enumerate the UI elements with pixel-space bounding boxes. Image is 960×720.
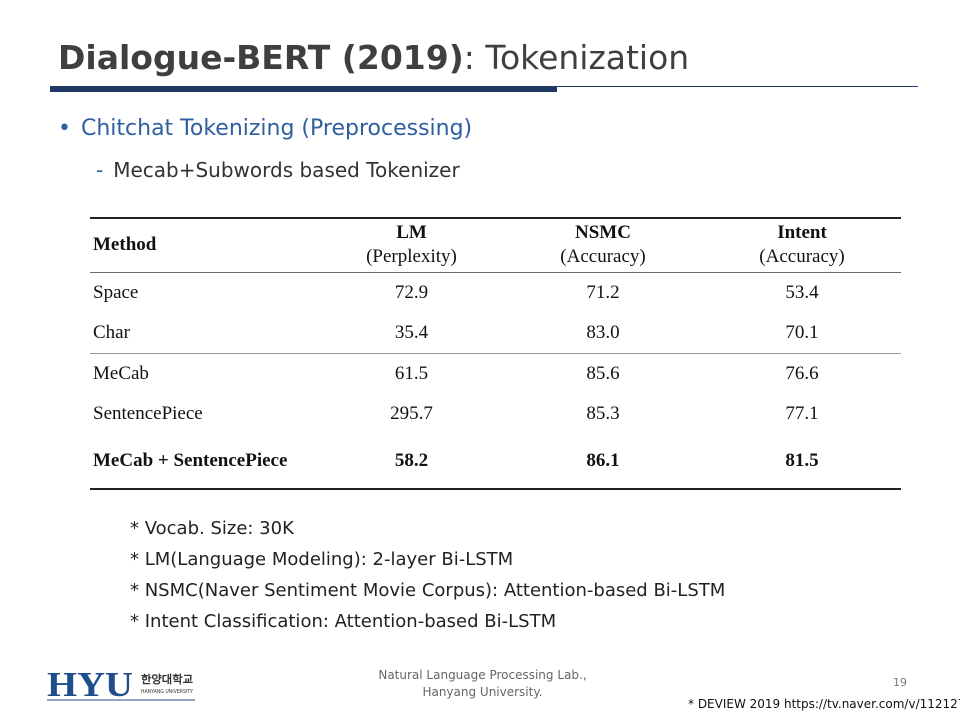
- cell-intent: 77.1: [785, 402, 819, 424]
- table-header-row: Method LM (Perplexity) NSMC (Accuracy) Int…: [90, 218, 901, 272]
- title-divider: [50, 86, 918, 87]
- table-row-best: MeCab + SentencePiece 58.2 86.1 81.5: [90, 434, 901, 489]
- footnotes: * Vocab. Size: 30K * LM(Language Modelin…: [130, 513, 725, 637]
- cell-intent: 81.5: [785, 449, 819, 471]
- cell-nsmc: 83.0: [586, 321, 620, 343]
- table-row: MeCab 61.5 85.6 76.6: [90, 352, 901, 394]
- table-row: Char 35.4 83.0 70.1: [90, 313, 901, 354]
- cell-intent: 53.4: [785, 281, 819, 303]
- header-lm: LM (Perplexity): [366, 222, 457, 268]
- cell-method: SentencePiece: [93, 402, 203, 424]
- hyu-logo: HYU 한양대학교 HANYANG UNIVERSITY: [47, 665, 195, 701]
- logo-text: HYU: [47, 665, 133, 701]
- cell-method: Char: [93, 321, 130, 343]
- slide-title-rest: : Tokenization: [463, 38, 690, 77]
- cell-nsmc: 85.6: [503, 352, 703, 394]
- page-number: 19: [893, 676, 907, 689]
- bullet-dash-icon: -: [96, 158, 104, 182]
- cell-intent: 70.1: [785, 321, 819, 343]
- source-citation: * DEVIEW 2019 https://tv.naver.com/v/112…: [688, 697, 960, 711]
- table-row: SentencePiece 295.7 85.3 77.1: [90, 394, 901, 434]
- cell-intent: 76.6: [703, 352, 901, 394]
- logo-korean: 한양대학교: [141, 672, 193, 686]
- slide-title-bold: Dialogue-BERT (2019): [58, 38, 464, 77]
- header-method: Method: [93, 234, 157, 256]
- footer-lab: Natural Language Processing Lab., Hanyan…: [340, 667, 625, 701]
- cell-lm: 35.4: [394, 321, 429, 343]
- bullet-level2-text: Mecab+Subwords based Tokenizer: [113, 158, 460, 182]
- cell-method: Space: [93, 281, 139, 303]
- cell-lm: 61.5: [320, 352, 503, 394]
- header-nsmc: NSMC (Accuracy): [560, 222, 646, 268]
- bullet-level1-text: Chitchat Tokenizing (Preprocessing): [80, 116, 473, 141]
- logo-english: HANYANG UNIVERSITY: [141, 689, 194, 695]
- note-item: * NSMC(Naver Sentiment Movie Corpus): At…: [130, 580, 726, 601]
- cell-nsmc: 86.1: [586, 449, 620, 471]
- title-divider-accent: [50, 87, 557, 92]
- note-item: * Intent Classification: Attention-based…: [130, 611, 557, 632]
- header-intent: Intent (Accuracy): [759, 222, 845, 268]
- cell-lm: 295.7: [390, 402, 433, 424]
- slide-title: Dialogue-BERT (2019): Tokenization: [58, 38, 689, 77]
- note-item: * LM(Language Modeling): 2-layer Bi-LSTM: [130, 549, 514, 570]
- footer-lab-line1: Natural Language Processing Lab.,: [378, 668, 587, 682]
- bullet-level2: - Mecab+Subwords based Tokenizer: [96, 158, 460, 182]
- bullet-dot-icon: •: [58, 116, 71, 141]
- cell-method: MeCab: [90, 352, 320, 394]
- note-item: * Vocab. Size: 30K: [130, 518, 294, 539]
- cell-nsmc: 71.2: [586, 281, 620, 303]
- cell-method: MeCab + SentencePiece: [93, 449, 288, 471]
- cell-lm: 72.9: [394, 281, 429, 303]
- results-table: Method LM (Perplexity) NSMC (Accuracy) Int…: [90, 217, 901, 490]
- footer-lab-line2: Hanyang University.: [422, 685, 543, 699]
- cell-nsmc: 85.3: [586, 402, 620, 424]
- bullet-level1: • Chitchat Tokenizing (Preprocessing): [58, 116, 472, 141]
- table-row: Space 72.9 71.2 53.4: [90, 272, 901, 313]
- cell-lm: 58.2: [394, 449, 429, 471]
